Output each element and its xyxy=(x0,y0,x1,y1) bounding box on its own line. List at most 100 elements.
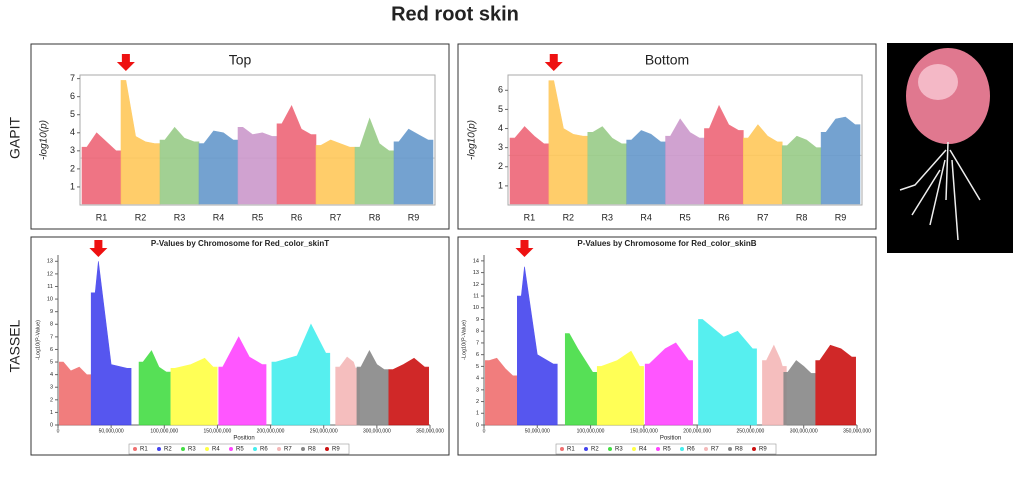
y-tick-label: 0 xyxy=(476,422,479,428)
chromosome-points xyxy=(485,357,518,426)
y-axis-label: -Log10(P-Value) xyxy=(35,320,41,360)
legend-label: R9 xyxy=(759,447,767,453)
x-tick-label: R2 xyxy=(563,212,575,222)
y-tick-label: 6 xyxy=(498,85,503,95)
x-tick-label: R9 xyxy=(408,212,420,222)
legend-swatch xyxy=(133,447,137,451)
y-axis-label: -Log10(P-Value) xyxy=(461,320,467,360)
y-tick-label: 6 xyxy=(50,347,53,353)
legend-label: R8 xyxy=(735,447,743,453)
chromosome-points xyxy=(815,344,856,426)
legend-swatch xyxy=(325,447,329,451)
root-photo xyxy=(887,43,1013,253)
x-tick-label: R1 xyxy=(524,212,536,222)
plot-frame xyxy=(79,74,436,206)
legend-label: R3 xyxy=(188,447,196,453)
x-tick-label: R7 xyxy=(757,212,769,222)
y-tick-label: 6 xyxy=(70,91,75,101)
x-axis-label: Position xyxy=(233,436,254,442)
y-tick-label: 1 xyxy=(498,180,503,190)
chromosome-points xyxy=(644,342,693,426)
panel-title: P-Values by Chromosome for Red_color_ski… xyxy=(577,239,756,248)
chromosome-points xyxy=(138,350,171,426)
legend-frame xyxy=(555,443,777,455)
legend-label: R9 xyxy=(332,447,340,453)
x-tick-label: 200,000,000 xyxy=(683,428,711,434)
plot-frame xyxy=(507,74,863,206)
chromosome-points xyxy=(516,266,558,426)
x-tick-label: 200,000,000 xyxy=(257,428,285,434)
chromosome-points xyxy=(820,116,861,205)
y-tick-label: 1 xyxy=(70,181,75,191)
legend-label: R4 xyxy=(639,447,647,453)
chromosome-points xyxy=(90,261,132,426)
y-tick-label: 4 xyxy=(476,376,479,382)
legend-label: R1 xyxy=(567,447,575,453)
y-tick-label: 4 xyxy=(70,127,75,137)
arrow xyxy=(515,240,534,257)
y-tick-label: 0 xyxy=(50,422,53,428)
y-tick-label: 1 xyxy=(50,410,53,416)
y-tick-label: 2 xyxy=(70,163,75,173)
legend-label: R4 xyxy=(212,447,220,453)
legend-swatch xyxy=(704,447,708,451)
legend-label: R6 xyxy=(260,447,268,453)
x-tick-label: 100,000,000 xyxy=(150,428,178,434)
chromosome-points xyxy=(393,128,434,205)
x-tick-label: R8 xyxy=(369,212,381,222)
y-tick-label: 11 xyxy=(473,293,479,299)
legend-swatch xyxy=(301,447,305,451)
chromosome-points xyxy=(783,360,816,426)
y-tick-label: 6 xyxy=(476,352,479,358)
y-tick-label: 12 xyxy=(473,282,479,288)
legend-swatch xyxy=(632,447,636,451)
y-tick-label: 2 xyxy=(476,399,479,405)
y-axis-label: -log10(p) xyxy=(39,120,50,160)
legend-swatch xyxy=(229,447,233,451)
x-tick-label: 150,000,000 xyxy=(204,428,232,434)
x-tick-label: 150,000,000 xyxy=(630,428,658,434)
y-tick-label: 7 xyxy=(70,73,75,83)
x-tick-label: R9 xyxy=(835,212,847,222)
y-tick-label: 10 xyxy=(473,305,479,311)
x-tick-label: R6 xyxy=(718,212,730,222)
legend-label: R8 xyxy=(308,447,316,453)
x-tick-label: R5 xyxy=(679,212,691,222)
legend-swatch xyxy=(728,447,732,451)
legend-frame xyxy=(128,443,350,455)
x-tick-label: 250,000,000 xyxy=(310,428,338,434)
x-tick-label: 50,000,000 xyxy=(525,428,550,434)
y-tick-label: 7 xyxy=(476,340,479,346)
y-tick-label: 4 xyxy=(498,123,503,133)
y-tick-label: 8 xyxy=(50,322,53,328)
chromosome-points xyxy=(596,350,644,426)
x-tick-label: 300,000,000 xyxy=(363,428,391,434)
y-tick-label: 9 xyxy=(50,309,53,315)
x-tick-label: 350,000,000 xyxy=(843,428,871,434)
x-tick-label: 0 xyxy=(483,428,486,434)
chromosome-points xyxy=(198,130,239,205)
y-tick-label: 2 xyxy=(50,397,53,403)
legend-label: R2 xyxy=(591,447,599,453)
y-tick-label: 3 xyxy=(70,145,75,155)
y-tick-label: 9 xyxy=(476,317,479,323)
y-tick-label: 5 xyxy=(476,364,479,370)
chromosome-points xyxy=(388,357,429,426)
legend-swatch xyxy=(752,447,756,451)
chromosome-points xyxy=(237,127,278,205)
y-tick-label: 5 xyxy=(50,359,53,365)
y-tick-label: 13 xyxy=(473,270,479,276)
legend-label: R1 xyxy=(140,447,148,453)
x-tick-label: 100,000,000 xyxy=(577,428,605,434)
chromosome-points xyxy=(271,323,331,426)
legend-swatch xyxy=(253,447,257,451)
x-tick-label: R6 xyxy=(291,212,303,222)
x-tick-label: R7 xyxy=(330,212,342,222)
chromosome-points xyxy=(564,333,598,426)
x-tick-label: R8 xyxy=(796,212,808,222)
y-tick-label: 12 xyxy=(47,271,53,277)
y-tick-label: 4 xyxy=(50,372,53,378)
legend-swatch xyxy=(277,447,281,451)
legend-label: R7 xyxy=(711,447,719,453)
